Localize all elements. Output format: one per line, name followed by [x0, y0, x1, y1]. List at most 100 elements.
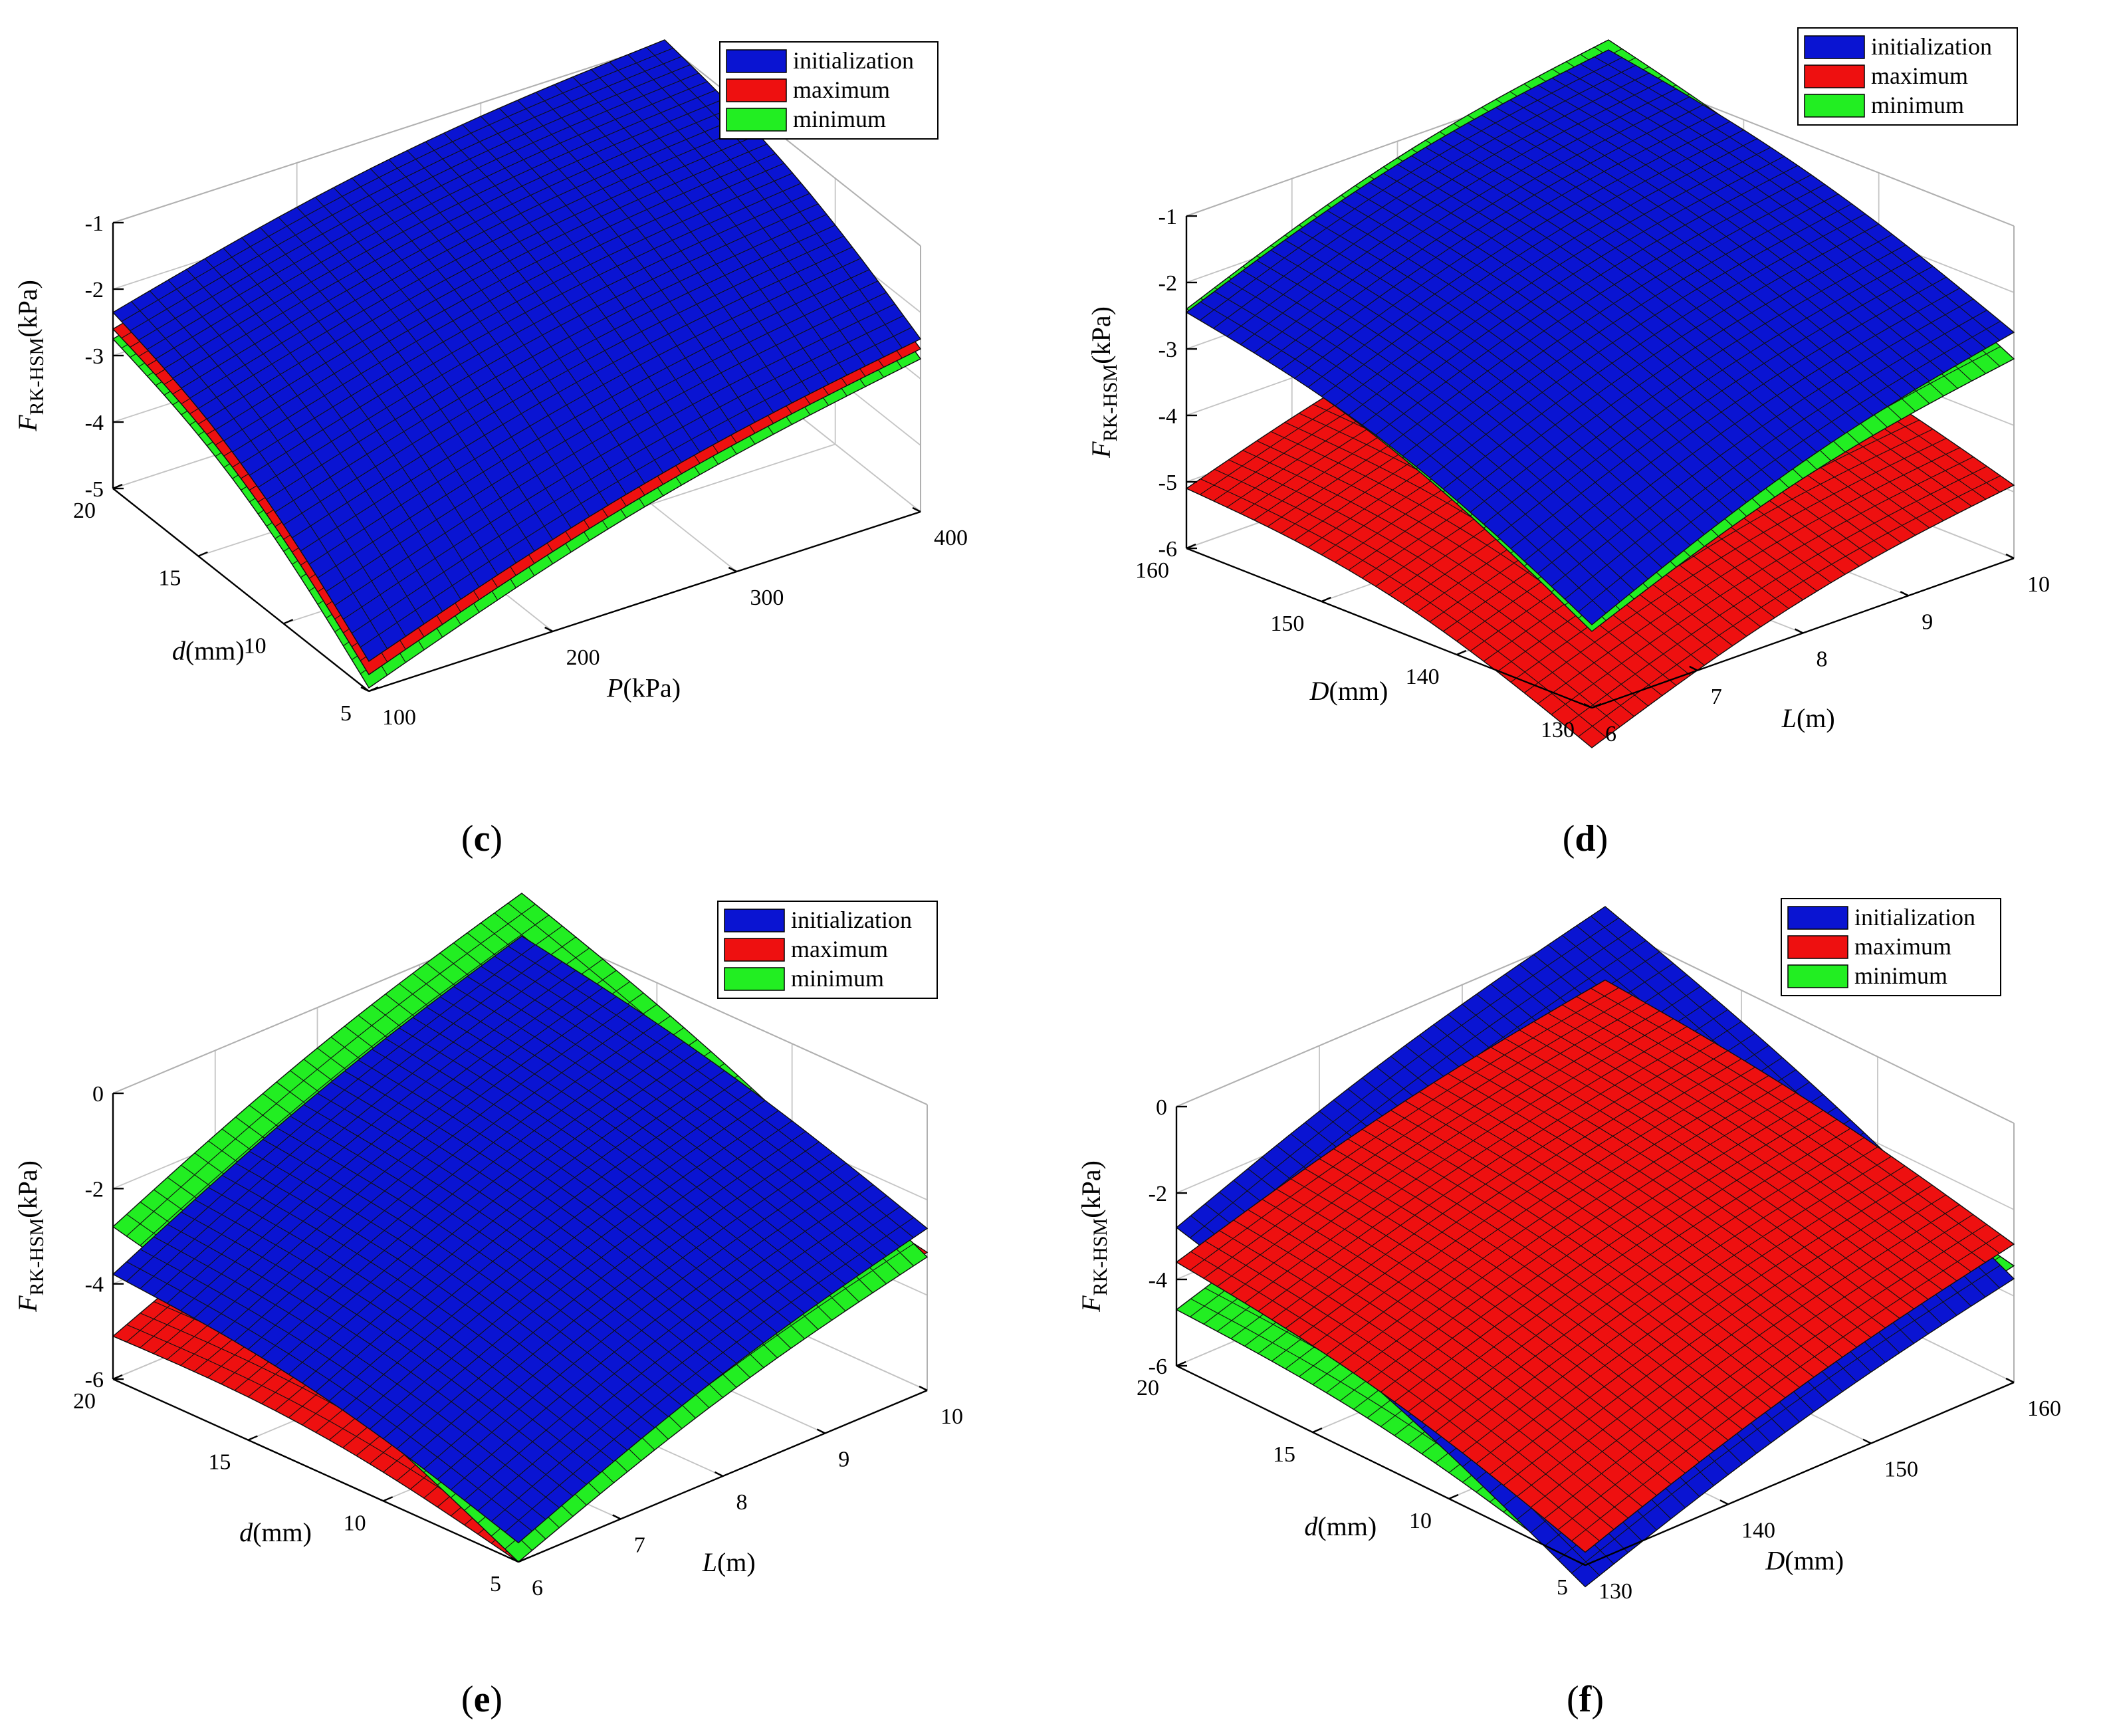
right-axis-tick-label: 9: [1922, 609, 1933, 634]
left-axis-tick: [1591, 703, 1602, 709]
panel-label: (d): [1563, 818, 1608, 859]
panel-label: (f): [1567, 1679, 1604, 1720]
right-axis-title: D(mm): [1765, 1545, 1844, 1575]
z-axis-unit: (kPa): [1076, 1160, 1106, 1218]
panel-label-letter: c: [474, 818, 491, 859]
right-axis-tick-label: 10: [940, 1404, 963, 1429]
z-tick-label: -4: [1149, 1268, 1167, 1293]
z-tick-label: -6: [85, 1368, 104, 1392]
left-axis-line: [1186, 547, 1593, 709]
right-axis-tick: [728, 566, 737, 573]
left-axis-tick: [368, 686, 379, 693]
right-axis-tick: [1689, 665, 1698, 671]
right-axis-symbol: L: [1781, 703, 1797, 733]
right-axis-tick: [1583, 703, 1593, 709]
left-axis-tick-label: 140: [1406, 665, 1440, 689]
panel-label-close: ): [490, 1679, 502, 1720]
left-axis-symbol: d: [239, 1517, 253, 1547]
box-edge: [1604, 923, 2015, 1124]
left-axis-tick: [197, 551, 208, 557]
right-axis-tick-label: 100: [382, 705, 416, 730]
z-axis-symbol: F: [1086, 441, 1116, 459]
z-tick-label: 0: [92, 1082, 104, 1107]
panel-label-close: ): [1596, 818, 1608, 859]
right-axis-tick-label: 10: [2027, 572, 2050, 597]
panel-label: (c): [461, 818, 502, 859]
right-axis-tick: [1794, 628, 1804, 634]
legend-label-minimum: minimum: [1871, 92, 1964, 118]
right-axis-tick: [919, 1385, 928, 1392]
z-axis-symbol: F: [1076, 1295, 1106, 1313]
right-axis-tick: [510, 1557, 519, 1563]
z-axis-unit: (kPa): [13, 280, 43, 338]
right-axis-tick-label: 9: [838, 1448, 849, 1472]
surface-mesh-initialization: [112, 39, 921, 662]
legend-swatch-initialization: [1787, 906, 1848, 930]
surface-mesh-initialization: [112, 936, 928, 1543]
panel-label-letter: d: [1575, 818, 1595, 859]
right-axis-tick: [1862, 1438, 1872, 1444]
right-axis-unit: (kPa): [623, 673, 681, 703]
right-axis-line: [1585, 1381, 2015, 1567]
left-axis-line: [1176, 1364, 1586, 1567]
surface-mesh-maximum: [1176, 980, 2015, 1553]
left-axis-unit: (mm): [1317, 1511, 1377, 1541]
z-tick-label: -1: [1159, 205, 1177, 229]
left-axis-tick: [1321, 596, 1331, 603]
right-axis-tick: [1577, 1560, 1586, 1567]
legend-label-initialization: initialization: [1854, 904, 1975, 930]
left-axis-tick: [518, 1557, 528, 1563]
legend-label-minimum: minimum: [791, 965, 884, 992]
right-axis-tick: [1900, 591, 1909, 597]
left-axis-tick-label: 15: [158, 566, 181, 591]
left-axis-tick: [1585, 1560, 1595, 1567]
left-axis-tick: [1186, 543, 1196, 550]
right-axis-tick: [912, 506, 921, 513]
legend-swatch-minimum: [1804, 94, 1865, 118]
legend-label-initialization: initialization: [793, 47, 914, 74]
left-axis-tick: [1312, 1427, 1323, 1434]
right-axis-tick-label: 300: [750, 586, 784, 610]
legend-swatch-maximum: [1804, 64, 1865, 88]
legend-label-maximum: maximum: [1871, 62, 1968, 89]
right-axis-tick-label: 140: [1741, 1518, 1775, 1543]
left-axis-unit: (mm): [1329, 676, 1388, 706]
right-axis-tick: [612, 1514, 621, 1520]
panel-label-letter: e: [474, 1679, 491, 1720]
right-axis-unit: (mm): [1785, 1545, 1844, 1575]
z-tick-label: -4: [85, 411, 104, 435]
left-axis-tick-label: 5: [490, 1572, 501, 1596]
left-axis-tick-label: 15: [1273, 1442, 1295, 1467]
z-axis-title: FRK-HSM(kPa): [1086, 306, 1121, 459]
z-axis-subscript: RK-HSM: [26, 338, 48, 415]
left-axis-symbol: D: [1309, 676, 1329, 706]
z-tick-label: -5: [1159, 471, 1177, 495]
left-axis-tick: [247, 1435, 258, 1441]
right-axis-tick: [714, 1471, 724, 1477]
right-axis-tick: [2005, 553, 2015, 560]
z-tick-label: 0: [1156, 1095, 1167, 1120]
legend-label-minimum: minimum: [793, 106, 886, 132]
legend-label-maximum: maximum: [791, 936, 888, 962]
right-axis-unit: (m): [1797, 703, 1835, 733]
legend-label-maximum: maximum: [793, 76, 890, 103]
z-axis-symbol: F: [13, 1295, 43, 1313]
box-edge: [112, 43, 665, 223]
z-tick-label: -2: [85, 278, 104, 302]
z-tick-label: -2: [85, 1177, 104, 1202]
right-axis-title: L(m): [1781, 703, 1835, 733]
right-axis-symbol: D: [1765, 1545, 1785, 1575]
left-axis-line: [112, 488, 370, 692]
legend-swatch-minimum: [1787, 964, 1848, 988]
surface-maximum: [1175, 979, 2015, 1553]
right-axis-symbol: P: [606, 673, 623, 703]
right-axis-tick-label: 200: [566, 645, 600, 670]
legend-swatch-maximum: [724, 938, 785, 962]
left-axis-tick-label: 20: [73, 1389, 96, 1414]
surface-initialization: [112, 39, 922, 662]
left-axis-tick-label: 5: [1557, 1575, 1568, 1600]
panel-label-close: ): [1591, 1679, 1604, 1720]
